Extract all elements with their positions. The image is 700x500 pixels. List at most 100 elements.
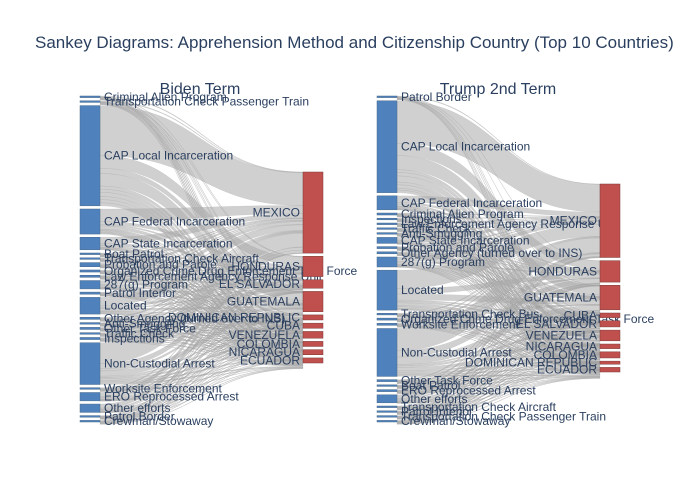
source-node[interactable] bbox=[79, 237, 101, 251]
source-node[interactable] bbox=[376, 195, 398, 211]
target-node-label: DOMINICAN REPUBLIC bbox=[465, 356, 597, 370]
source-node-label: Other Task Force bbox=[401, 374, 493, 388]
source-node[interactable] bbox=[79, 208, 101, 235]
source-node-label: Traffic Check bbox=[104, 326, 175, 340]
source-node[interactable] bbox=[79, 387, 101, 390]
source-node[interactable] bbox=[376, 95, 398, 98]
target-node[interactable] bbox=[599, 320, 621, 328]
target-node[interactable] bbox=[302, 322, 324, 329]
source-node[interactable] bbox=[79, 322, 101, 325]
source-node-label: CAP Local Incarceration bbox=[401, 140, 530, 154]
source-node[interactable] bbox=[376, 379, 398, 382]
source-node-label: Organized Crime Drug Enforcement Task Fo… bbox=[401, 312, 655, 326]
source-node[interactable] bbox=[376, 405, 398, 408]
source-node[interactable] bbox=[376, 323, 398, 326]
source-node-label: CAP Federal Incarceration bbox=[104, 215, 245, 229]
source-node[interactable] bbox=[79, 95, 101, 98]
source-node-label: ERO Reprocessed Arrest bbox=[104, 390, 239, 404]
source-node-label: CAP State Incarceration bbox=[401, 233, 530, 247]
source-node[interactable] bbox=[79, 420, 101, 423]
source-node[interactable] bbox=[376, 317, 398, 321]
source-node[interactable] bbox=[376, 328, 398, 377]
source-node[interactable] bbox=[79, 257, 101, 260]
source-node[interactable] bbox=[79, 291, 101, 295]
source-node-label: Worksite Enforcement bbox=[104, 381, 222, 395]
target-node[interactable] bbox=[599, 367, 621, 373]
source-node-label: Other Task Force bbox=[104, 321, 196, 335]
source-node[interactable] bbox=[79, 252, 101, 255]
source-node-label: Anti-Smuggling bbox=[401, 226, 482, 240]
source-node[interactable] bbox=[376, 269, 398, 311]
source-node[interactable] bbox=[376, 246, 398, 249]
source-node[interactable] bbox=[79, 275, 101, 278]
target-node-label: CUBA bbox=[267, 319, 300, 333]
target-node[interactable] bbox=[599, 329, 621, 342]
target-node[interactable] bbox=[302, 331, 324, 339]
target-node[interactable] bbox=[599, 360, 621, 365]
target-node-label: NICARAGUA bbox=[229, 345, 300, 359]
source-node[interactable] bbox=[79, 327, 101, 330]
target-node[interactable] bbox=[599, 343, 621, 349]
links bbox=[396, 95, 601, 425]
source-node[interactable] bbox=[376, 232, 398, 235]
source-node[interactable] bbox=[79, 337, 101, 340]
source-node[interactable] bbox=[376, 256, 398, 268]
source-node[interactable] bbox=[376, 212, 398, 216]
source-node[interactable] bbox=[376, 415, 398, 418]
target-node[interactable] bbox=[302, 291, 324, 312]
source-node[interactable] bbox=[79, 317, 101, 320]
source-node[interactable] bbox=[79, 342, 101, 385]
source-node[interactable] bbox=[79, 415, 101, 418]
target-node[interactable] bbox=[302, 314, 324, 321]
target-node-label: DOMINICAN REPUBLIC bbox=[168, 310, 300, 324]
source-node-label: Worksite Enforcement bbox=[401, 317, 519, 331]
source-node[interactable] bbox=[79, 392, 101, 402]
source-node[interactable] bbox=[376, 420, 398, 423]
source-node[interactable] bbox=[376, 394, 398, 404]
source-node[interactable] bbox=[79, 280, 101, 290]
source-node[interactable] bbox=[376, 100, 398, 193]
source-node[interactable] bbox=[376, 222, 398, 225]
source-node[interactable] bbox=[376, 384, 398, 387]
source-node-label: Crewman/Stowaway bbox=[104, 414, 213, 428]
source-node[interactable] bbox=[376, 227, 398, 230]
source-node-label: Crewman/Stowaway bbox=[401, 414, 510, 428]
source-node[interactable] bbox=[376, 410, 398, 413]
target-node[interactable] bbox=[599, 260, 621, 283]
target-node[interactable] bbox=[302, 256, 324, 277]
target-node-label: MEXICO bbox=[550, 214, 597, 228]
source-node-label: Other efforts bbox=[401, 392, 467, 406]
source-node[interactable] bbox=[79, 297, 101, 315]
source-node[interactable] bbox=[376, 217, 398, 221]
target-node-label: COLOMBIA bbox=[237, 337, 300, 351]
target-node-label: CUBA bbox=[564, 308, 597, 322]
target-node[interactable] bbox=[302, 357, 324, 364]
source-node-label: Patrol Interior bbox=[104, 286, 176, 300]
source-node[interactable] bbox=[79, 332, 101, 335]
target-node[interactable] bbox=[302, 171, 324, 254]
source-node[interactable] bbox=[376, 251, 398, 255]
target-node[interactable] bbox=[599, 312, 621, 318]
target-node[interactable] bbox=[302, 349, 324, 355]
source-node[interactable] bbox=[79, 105, 101, 207]
target-node[interactable] bbox=[302, 279, 324, 289]
target-node-label: EL SALVADOR bbox=[516, 317, 597, 331]
target-node-label: GUATEMALA bbox=[524, 291, 597, 305]
source-node[interactable] bbox=[79, 269, 101, 273]
source-node[interactable] bbox=[376, 389, 398, 392]
source-node[interactable] bbox=[79, 262, 101, 268]
target-node[interactable] bbox=[599, 285, 621, 311]
source-node[interactable] bbox=[376, 237, 398, 244]
source-node[interactable] bbox=[376, 313, 398, 316]
source-node[interactable] bbox=[79, 100, 101, 103]
target-node[interactable] bbox=[599, 351, 621, 359]
target-node[interactable] bbox=[599, 183, 621, 258]
target-node-label: HONDURAS bbox=[231, 259, 300, 273]
target-node-label: ECUADOR bbox=[537, 363, 597, 377]
target-node[interactable] bbox=[302, 341, 324, 347]
source-node-label: Boat Patrol bbox=[401, 379, 460, 393]
source-node-label: Other Agency (turned over to INS) bbox=[104, 311, 285, 325]
source-node[interactable] bbox=[79, 403, 101, 413]
